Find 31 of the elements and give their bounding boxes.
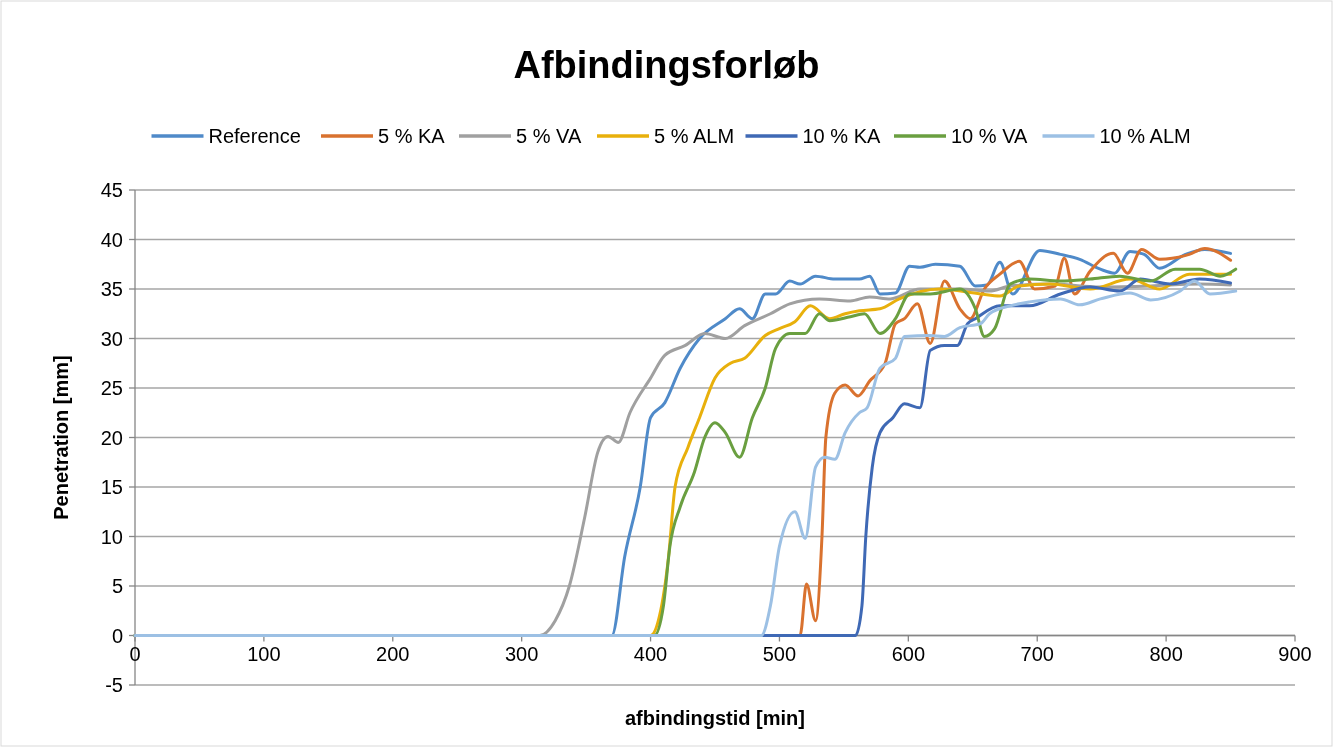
y-axis-title: Penetration [mm] bbox=[50, 355, 72, 520]
y-tick-label: 15 bbox=[100, 476, 123, 498]
chart-title: Afbindingsforløb bbox=[513, 44, 820, 86]
y-tick-label: 40 bbox=[100, 228, 123, 251]
legend-label: 5 % VA bbox=[516, 125, 582, 147]
legend-label: 10 % VA bbox=[951, 125, 1028, 147]
y-tick-label: 20 bbox=[100, 426, 123, 449]
y-tick-label: 10 bbox=[100, 525, 123, 548]
x-tick-label: 700 bbox=[1020, 642, 1054, 665]
y-tick-label: 45 bbox=[100, 179, 123, 201]
x-tick-label: 900 bbox=[1278, 642, 1312, 665]
legend-label: Reference bbox=[208, 125, 301, 147]
legend-label: 10 % ALM bbox=[1099, 125, 1191, 147]
x-tick-label: 200 bbox=[376, 642, 410, 665]
y-tick-label: -5 bbox=[105, 674, 123, 696]
legend-label: 10 % KA bbox=[802, 125, 881, 147]
x-tick-label: 600 bbox=[891, 642, 926, 665]
x-axis-title: afbindingstid [min] bbox=[625, 707, 805, 729]
y-tick-label: 0 bbox=[111, 624, 123, 647]
x-tick-label: 0 bbox=[129, 642, 141, 665]
x-tick-label: 300 bbox=[504, 642, 539, 665]
y-tick-label: 35 bbox=[100, 278, 123, 300]
x-tick-label: 100 bbox=[247, 642, 281, 665]
legend-label: 5 % KA bbox=[378, 125, 446, 147]
x-tick-label: 500 bbox=[762, 642, 797, 665]
y-tick-label: 5 bbox=[111, 575, 123, 597]
x-tick-label: 800 bbox=[1149, 642, 1183, 665]
y-tick-label: 25 bbox=[100, 377, 123, 399]
y-tick-label: 30 bbox=[100, 327, 123, 350]
x-tick-label: 400 bbox=[633, 642, 668, 665]
legend-label: 5 % ALM bbox=[654, 125, 735, 147]
